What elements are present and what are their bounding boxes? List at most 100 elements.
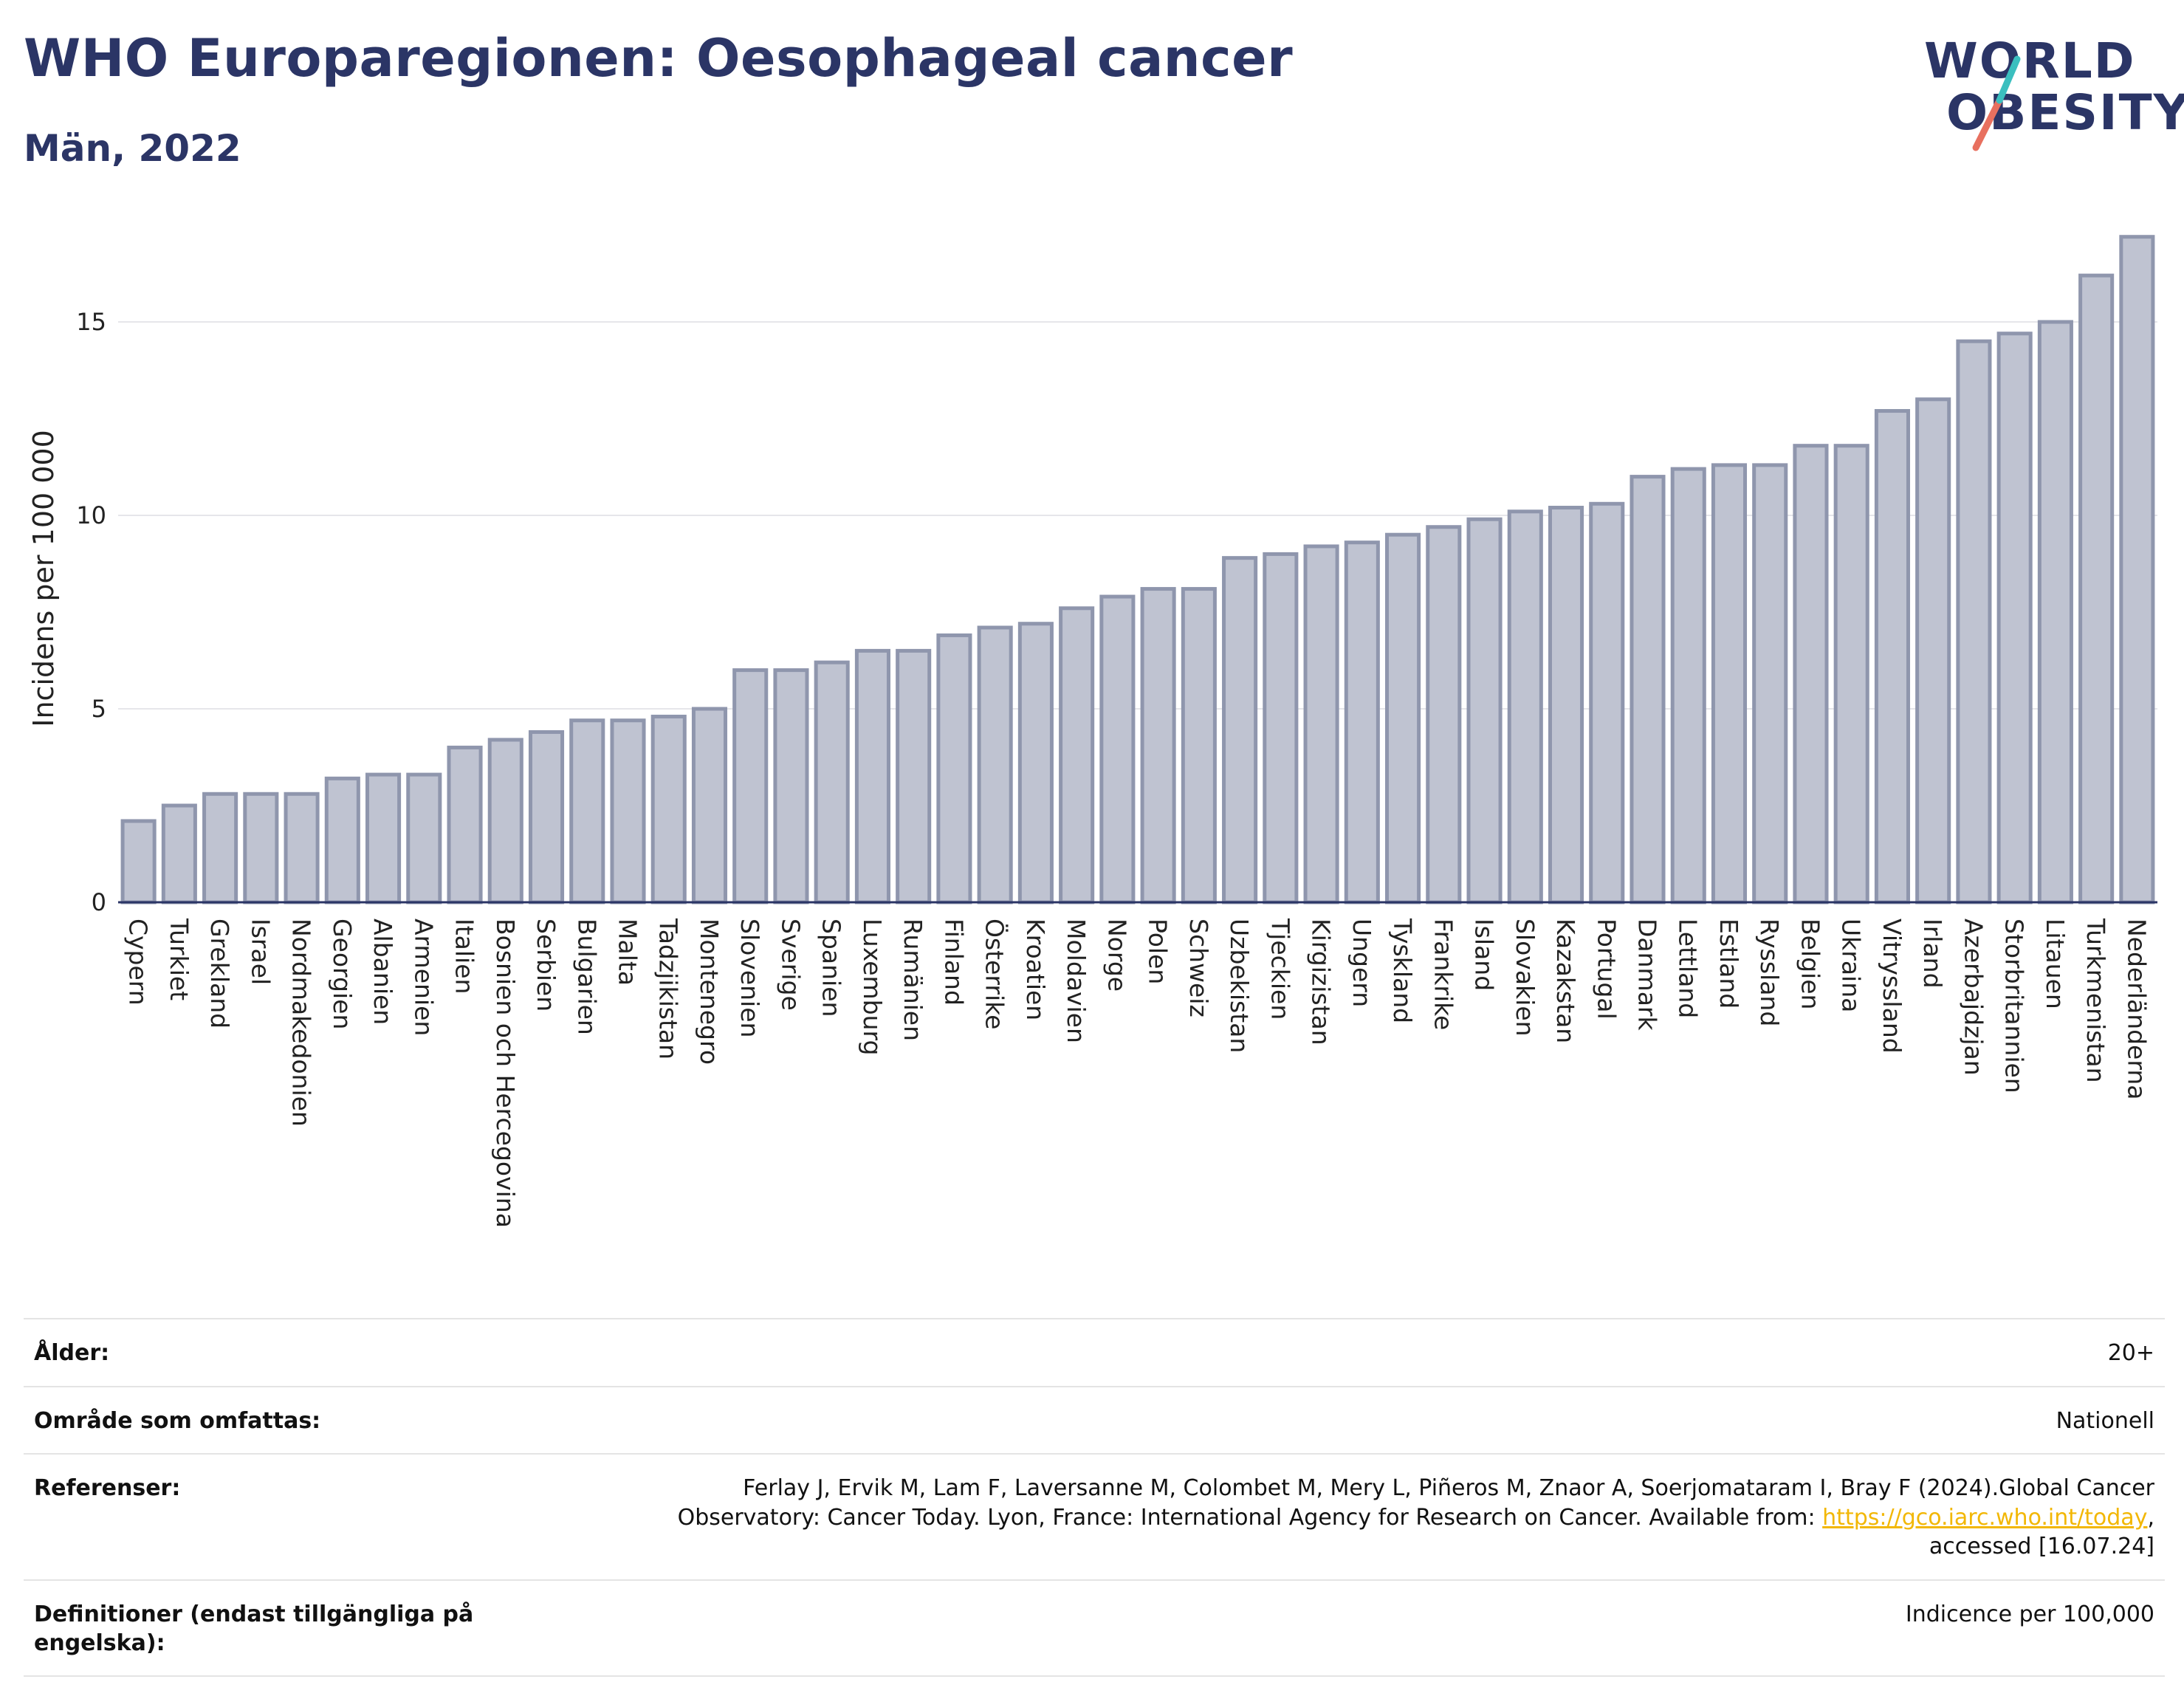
meta-row-references: Referenser: Ferlay J, Ervik M, Lam F, La… bbox=[24, 1453, 2165, 1579]
bar bbox=[1711, 463, 1748, 904]
definitions-value: Indicence per 100,000 bbox=[1905, 1601, 2154, 1627]
bar bbox=[936, 633, 972, 904]
x-tick-label: Irland bbox=[1918, 919, 1947, 989]
x-tick-label: Norge bbox=[1102, 919, 1131, 992]
bar bbox=[691, 707, 728, 904]
bar bbox=[528, 729, 565, 904]
x-tick-label: Italien bbox=[450, 919, 479, 994]
bar bbox=[487, 738, 523, 904]
bar bbox=[1548, 506, 1584, 904]
x-tick-label: Tyskland bbox=[1388, 918, 1417, 1023]
x-tick-label: Portugal bbox=[1592, 919, 1621, 1020]
x-tick-label: Polen bbox=[1144, 919, 1172, 984]
references-label: Referenser: bbox=[34, 1475, 181, 1502]
y-tick-label: 0 bbox=[92, 888, 106, 916]
bar bbox=[896, 648, 932, 904]
bar-chart: 0 5 10 15 Cypern Turkiet Grekland Israel Nordma… bbox=[27, 235, 2157, 1228]
bar bbox=[1793, 444, 1829, 904]
metadata-table: Ålder: 20+ Område som omfattas: Nationel… bbox=[24, 1318, 2165, 1677]
bar bbox=[1426, 525, 1462, 904]
chart-subtitle: Män, 2022 bbox=[24, 127, 241, 170]
x-tick-label: Georgien bbox=[328, 919, 357, 1029]
x-tick-label: Ryssland bbox=[1755, 919, 1784, 1026]
logo-line-1: WORLD bbox=[1924, 32, 2136, 89]
x-tick-label: Bulgarien bbox=[572, 919, 601, 1035]
x-tick-label: Turkiet bbox=[165, 918, 193, 1000]
x-tick-label: Kirgizistan bbox=[1307, 919, 1336, 1046]
bar bbox=[1630, 475, 1666, 904]
bar bbox=[1263, 552, 1299, 904]
area-label: Område som omfattas: bbox=[34, 1407, 321, 1434]
x-tick-label: Serbien bbox=[532, 919, 560, 1012]
x-tick-label: Ukraina bbox=[1837, 919, 1866, 1012]
chart-title: WHO Europaregionen: Oesophageal cancer bbox=[24, 28, 1294, 89]
references-text-2: , accessed [16.07.24] bbox=[1929, 1504, 2154, 1560]
meta-row-area: Område som omfattas: Nationell bbox=[24, 1385, 2165, 1454]
age-value: 20+ bbox=[2107, 1340, 2154, 1366]
age-label: Ålder: bbox=[34, 1340, 110, 1366]
x-tick-label: Österrike bbox=[981, 919, 1010, 1029]
x-tick-label: Danmark bbox=[1633, 919, 1662, 1031]
bar bbox=[161, 803, 197, 904]
x-tick-label: Vitryssland bbox=[1878, 919, 1906, 1054]
bar bbox=[814, 660, 850, 904]
area-value: Nationell bbox=[2056, 1407, 2154, 1434]
bar bbox=[854, 648, 890, 904]
bar bbox=[1466, 517, 1503, 904]
x-tick-label: Schweiz bbox=[1184, 919, 1213, 1017]
x-tick-label: Lettland bbox=[1674, 919, 1703, 1018]
bar bbox=[447, 745, 483, 904]
bar bbox=[1996, 332, 2033, 904]
bar bbox=[120, 819, 157, 904]
x-tick-label: Slovakien bbox=[1511, 919, 1539, 1037]
references-link[interactable]: https://gco.iarc.who.int/today bbox=[1822, 1504, 2148, 1531]
x-tick-label: Belgien bbox=[1796, 919, 1824, 1009]
bar bbox=[1017, 622, 1054, 904]
x-tick-label: Nordmakedonien bbox=[287, 919, 316, 1127]
bar bbox=[977, 625, 1013, 904]
y-tick-labels: 0 5 10 15 bbox=[76, 308, 106, 916]
bar bbox=[2119, 235, 2155, 904]
bar bbox=[1915, 397, 1951, 904]
x-tick-label: Finland bbox=[939, 919, 968, 1006]
bar bbox=[406, 772, 442, 904]
bar bbox=[1099, 594, 1136, 904]
bar bbox=[732, 668, 769, 904]
x-tick-label: Ungern bbox=[1347, 919, 1376, 1007]
bar bbox=[1222, 556, 1258, 904]
x-tick-label: Azerbajdzjan bbox=[1959, 919, 1988, 1076]
x-tick-labels: Cypern Turkiet Grekland Israel Nordmakedonie… bbox=[124, 918, 2152, 1228]
bar bbox=[1059, 606, 1095, 904]
bar bbox=[650, 714, 687, 904]
x-tick-label: Uzbekistan bbox=[1225, 919, 1254, 1053]
x-tick-label: Albanien bbox=[368, 919, 397, 1025]
bar bbox=[569, 718, 605, 904]
bar bbox=[324, 776, 360, 904]
logo-slash-icon bbox=[1972, 55, 2021, 151]
references-text-1: Ferlay J, Ervik M, Lam F, Laversanne M, … bbox=[677, 1475, 2154, 1531]
x-tick-label: Luxemburg bbox=[858, 919, 887, 1055]
x-tick-label: Israel bbox=[246, 919, 275, 985]
bar bbox=[1385, 532, 1421, 904]
meta-row-definitions: Definitioner (endast tillgängliga på eng… bbox=[24, 1579, 2165, 1677]
bar bbox=[1956, 339, 1992, 904]
bar bbox=[610, 718, 646, 904]
bar bbox=[243, 792, 279, 904]
x-tick-label: Estland bbox=[1714, 919, 1743, 1009]
y-tick-label: 5 bbox=[92, 695, 106, 723]
x-tick-label: Nederländerna bbox=[2122, 919, 2151, 1100]
x-tick-label: Island bbox=[1470, 919, 1499, 991]
bar bbox=[773, 668, 809, 904]
x-tick-label: Grekland bbox=[205, 919, 234, 1029]
bar bbox=[365, 772, 402, 904]
x-tick-label: Kazakstan bbox=[1551, 919, 1580, 1043]
bar bbox=[1140, 587, 1176, 904]
y-axis-label: Incidens per 100 000 bbox=[27, 430, 60, 727]
world-obesity-logo: WORLD OBESITY bbox=[1918, 30, 2184, 162]
y-tick-label: 15 bbox=[76, 308, 106, 336]
x-tick-label: Kroatien bbox=[1021, 919, 1050, 1020]
x-tick-label: Montenegro bbox=[695, 919, 724, 1065]
x-tick-label: Slovenien bbox=[735, 919, 764, 1037]
x-tick-label: Turkmenistan bbox=[2081, 918, 2110, 1083]
bar bbox=[1752, 463, 1788, 904]
